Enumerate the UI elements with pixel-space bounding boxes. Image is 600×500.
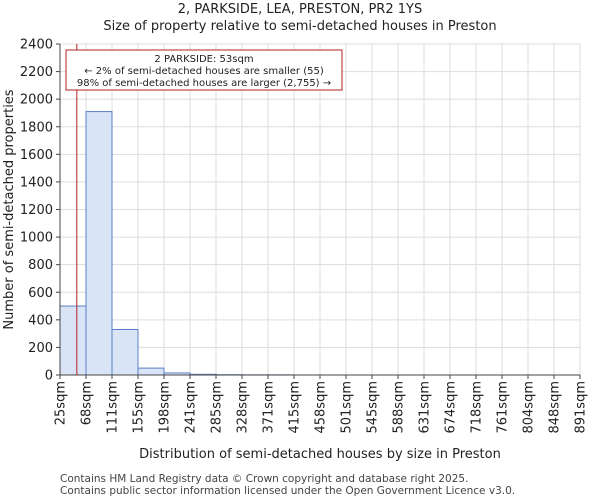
x-tick-label: 155sqm	[132, 381, 147, 434]
histogram-bar	[111, 328, 139, 376]
bars	[59, 111, 295, 376]
y-tick-label: 0	[45, 369, 53, 384]
y-tick-label: 1200	[20, 203, 53, 218]
y-tick-label: 400	[28, 313, 53, 328]
x-tick-label: 718sqm	[470, 381, 485, 434]
annotation-line-2: ← 2% of semi-detached houses are smaller…	[84, 66, 324, 77]
y-tick-label: 2000	[20, 93, 53, 108]
histogram-chart: 0 200 400 600 800 1000 1200 1400 1600 1800 2000 220…	[2, 38, 589, 463]
histogram-bar	[137, 367, 165, 376]
y-tick-label: 1400	[20, 175, 53, 190]
x-tick-label: 501sqm	[340, 381, 355, 434]
x-tick-label: 891sqm	[574, 381, 589, 434]
chart-subtitle: Size of property relative to semi-detach…	[103, 19, 497, 34]
grid-lines	[59, 43, 581, 376]
y-tick-labels: 0 200 400 600 800 1000 1200 1400 1600 1800 2000 220…	[20, 38, 60, 384]
x-tick-labels: 25sqm 68sqm 111sqm 155sqm 198sqm 241sqm 285sqm…	[54, 375, 589, 434]
footer-copyright: Contains HM Land Registry data © Crown c…	[60, 473, 469, 485]
histogram-bar	[59, 305, 87, 376]
y-tick-label: 600	[28, 286, 53, 301]
annotation-border	[65, 49, 343, 91]
x-tick-label: 241sqm	[184, 381, 199, 434]
x-tick-label: 631sqm	[418, 381, 433, 434]
x-tick-label: 761sqm	[496, 381, 511, 434]
x-tick-label: 328sqm	[236, 381, 251, 434]
x-axis-label: Distribution of semi-detached houses by …	[139, 447, 501, 462]
y-tick-label: 2400	[20, 38, 53, 53]
x-tick-label: 25sqm	[54, 381, 69, 425]
y-tick-label: 1600	[20, 148, 53, 163]
y-tick-label: 2200	[20, 65, 53, 80]
x-tick-label: 588sqm	[392, 381, 407, 434]
y-tick-label: 800	[28, 258, 53, 273]
annotation-box: 2 PARKSIDE: 53sqm ← 2% of semi-detached …	[65, 49, 343, 91]
chart-title: 2, PARKSIDE, LEA, PRESTON, PR2 1YS	[177, 2, 423, 17]
x-tick-label: 198sqm	[158, 381, 173, 434]
histogram-bar	[85, 111, 113, 376]
annotation-line-1: 2 PARKSIDE: 53sqm	[154, 54, 253, 65]
y-axis-label: Number of semi-detached properties	[2, 89, 17, 329]
y-tick-label: 200	[28, 341, 53, 356]
y-tick-label: 1000	[20, 231, 53, 246]
x-tick-label: 371sqm	[262, 381, 277, 434]
x-tick-label: 285sqm	[210, 381, 225, 434]
x-tick-label: 674sqm	[444, 381, 459, 434]
x-tick-label: 545sqm	[366, 381, 381, 434]
x-tick-label: 111sqm	[106, 381, 121, 434]
x-tick-label: 415sqm	[288, 381, 303, 434]
x-tick-label: 848sqm	[548, 381, 563, 434]
footer-licence: Contains public sector information licen…	[60, 485, 516, 497]
x-tick-label: 458sqm	[314, 381, 329, 434]
y-tick-label: 1800	[20, 120, 53, 135]
annotation-line-3: 98% of semi-detached houses are larger (…	[77, 78, 331, 89]
x-tick-label: 68sqm	[80, 381, 95, 425]
x-tick-label: 804sqm	[522, 381, 537, 434]
